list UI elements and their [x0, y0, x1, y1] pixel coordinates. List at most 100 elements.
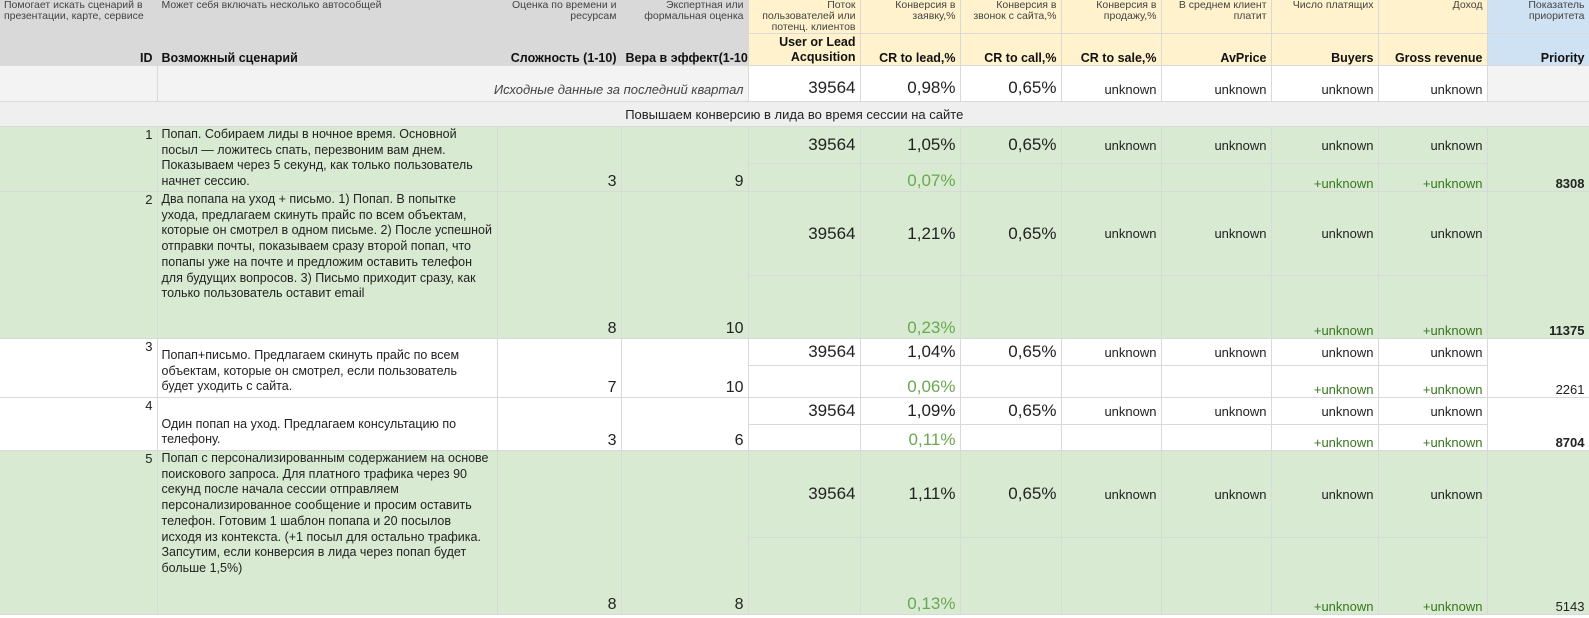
- scenario-cr-call-delta[interactable]: [960, 424, 1062, 451]
- scenario-avprice-delta[interactable]: [1161, 424, 1272, 451]
- scenario-complexity[interactable]: 3: [497, 126, 622, 192]
- scenario-cr-call-delta[interactable]: [960, 275, 1062, 339]
- scenario-users[interactable]: 39564: [748, 191, 861, 276]
- header-desc-avprice[interactable]: В среднем клиент платит: [1161, 0, 1272, 34]
- baseline-cell-id[interactable]: [0, 65, 158, 102]
- header-desc-cr-lead[interactable]: Конверсия в заявку,%: [860, 0, 961, 34]
- scenario-buyers-delta[interactable]: +unknown: [1271, 424, 1379, 451]
- scenario-cr-call[interactable]: 0,65%: [960, 338, 1062, 366]
- header-cr-lead[interactable]: CR to lead,%: [860, 33, 961, 66]
- scenario-belief[interactable]: 9: [621, 126, 749, 192]
- scenario-avprice-delta[interactable]: [1161, 163, 1272, 192]
- scenario-cr-lead-delta[interactable]: 0,13%: [860, 537, 961, 615]
- scenario-users-delta[interactable]: [748, 365, 861, 398]
- scenario-belief[interactable]: 6: [621, 397, 749, 451]
- scenario-priority[interactable]: 2261: [1487, 338, 1589, 398]
- scenario-cr-sale[interactable]: unknown: [1061, 126, 1162, 164]
- scenario-id[interactable]: 4: [0, 397, 158, 451]
- scenario-gross[interactable]: unknown: [1378, 397, 1488, 425]
- scenario-priority[interactable]: 11375: [1487, 191, 1589, 339]
- scenario-complexity[interactable]: 8: [497, 191, 622, 339]
- scenario-gross[interactable]: unknown: [1378, 191, 1488, 276]
- scenario-cr-sale-delta[interactable]: [1061, 424, 1162, 451]
- scenario-cr-call[interactable]: 0,65%: [960, 126, 1062, 164]
- scenario-buyers-delta[interactable]: +unknown: [1271, 275, 1379, 339]
- baseline-priority[interactable]: [1487, 65, 1589, 102]
- scenario-avprice[interactable]: unknown: [1161, 450, 1272, 538]
- scenario-id[interactable]: 3: [0, 338, 158, 398]
- scenario-gross-delta[interactable]: +unknown: [1378, 275, 1488, 339]
- scenario-id[interactable]: 5: [0, 450, 158, 615]
- scenario-users-delta[interactable]: [748, 424, 861, 451]
- scenario-buyers[interactable]: unknown: [1271, 450, 1379, 538]
- scenario-cr-lead-delta[interactable]: 0,11%: [860, 424, 961, 451]
- header-desc-users[interactable]: Поток пользователей или потенц. клиентов: [748, 0, 861, 34]
- baseline-cr-lead[interactable]: 0,98%: [860, 65, 961, 102]
- header-belief[interactable]: Вера в эффект(1-10): [621, 33, 749, 66]
- scenario-cr-sale[interactable]: unknown: [1061, 397, 1162, 425]
- header-desc-gross[interactable]: Доход: [1378, 0, 1488, 34]
- scenario-buyers[interactable]: unknown: [1271, 126, 1379, 164]
- scenario-users[interactable]: 39564: [748, 126, 861, 164]
- scenario-avprice[interactable]: unknown: [1161, 338, 1272, 366]
- header-desc-cr-call[interactable]: Конверсия в звонок с сайта,%: [960, 0, 1062, 34]
- scenario-users[interactable]: 39564: [748, 450, 861, 538]
- scenario-cr-lead[interactable]: 1,21%: [860, 191, 961, 276]
- scenario-users-delta[interactable]: [748, 163, 861, 192]
- scenario-cr-lead[interactable]: 1,09%: [860, 397, 961, 425]
- scenario-text[interactable]: Попап. Собираем лиды в ночное время. Осн…: [157, 126, 498, 192]
- scenario-cr-call-delta[interactable]: [960, 163, 1062, 192]
- scenario-cr-lead-delta[interactable]: 0,06%: [860, 365, 961, 398]
- header-cr-sale[interactable]: CR to sale,%: [1061, 33, 1162, 66]
- header-desc-scenario[interactable]: Может себя включать несколько автособщей: [157, 0, 498, 34]
- baseline-avprice[interactable]: unknown: [1161, 65, 1272, 102]
- baseline-users[interactable]: 39564: [748, 65, 861, 102]
- scenario-complexity[interactable]: 8: [497, 450, 622, 615]
- scenario-users-delta[interactable]: [748, 275, 861, 339]
- header-desc-id[interactable]: Помогает искать сценарий в презентации, …: [0, 0, 158, 34]
- scenario-buyers-delta[interactable]: +unknown: [1271, 163, 1379, 192]
- baseline-gross[interactable]: unknown: [1378, 65, 1488, 102]
- header-scenario[interactable]: Возможный сценарий: [157, 33, 498, 66]
- scenario-complexity[interactable]: 7: [497, 338, 622, 398]
- scenario-avprice[interactable]: unknown: [1161, 397, 1272, 425]
- scenario-buyers[interactable]: unknown: [1271, 397, 1379, 425]
- scenario-cr-sale-delta[interactable]: [1061, 275, 1162, 339]
- baseline-cr-call[interactable]: 0,65%: [960, 65, 1062, 102]
- scenario-avprice-delta[interactable]: [1161, 365, 1272, 398]
- header-users[interactable]: User or Lead Acqusition: [748, 33, 861, 66]
- header-avprice[interactable]: AvPrice: [1161, 33, 1272, 66]
- scenario-text[interactable]: Попап с персонализированным содержанием …: [157, 450, 498, 615]
- scenario-cr-sale-delta[interactable]: [1061, 365, 1162, 398]
- scenario-cr-call[interactable]: 0,65%: [960, 450, 1062, 538]
- scenario-avprice[interactable]: unknown: [1161, 126, 1272, 164]
- header-desc-priority[interactable]: Показатель приоритета: [1487, 0, 1589, 34]
- scenario-text[interactable]: Один попап на уход. Предлагаем консульта…: [157, 397, 498, 451]
- scenario-cr-lead[interactable]: 1,05%: [860, 126, 961, 164]
- scenario-avprice-delta[interactable]: [1161, 275, 1272, 339]
- scenario-cr-lead[interactable]: 1,04%: [860, 338, 961, 366]
- header-desc-cr-sale[interactable]: Конверсия в продажу,%: [1061, 0, 1162, 34]
- scenario-gross-delta[interactable]: +unknown: [1378, 424, 1488, 451]
- scenario-cr-call-delta[interactable]: [960, 365, 1062, 398]
- header-desc-complexity[interactable]: Оценка по времени и ресурсам: [497, 0, 622, 34]
- scenario-cr-lead-delta[interactable]: 0,07%: [860, 163, 961, 192]
- scenario-cr-call[interactable]: 0,65%: [960, 397, 1062, 425]
- scenario-avprice-delta[interactable]: [1161, 537, 1272, 615]
- baseline-note[interactable]: Исходные данные за последний квартал: [157, 65, 749, 102]
- scenario-users[interactable]: 39564: [748, 338, 861, 366]
- header-cr-call[interactable]: CR to call,%: [960, 33, 1062, 66]
- scenario-priority[interactable]: 5143: [1487, 450, 1589, 615]
- scenario-users[interactable]: 39564: [748, 397, 861, 425]
- scenario-cr-sale[interactable]: unknown: [1061, 191, 1162, 276]
- scenario-cr-sale-delta[interactable]: [1061, 163, 1162, 192]
- header-buyers[interactable]: Buyers: [1271, 33, 1379, 66]
- scenario-gross[interactable]: unknown: [1378, 126, 1488, 164]
- header-desc-belief[interactable]: Экспертная или формальная оценка: [621, 0, 749, 34]
- scenario-buyers[interactable]: unknown: [1271, 191, 1379, 276]
- scenario-id[interactable]: 2: [0, 191, 158, 339]
- scenario-belief[interactable]: 10: [621, 191, 749, 339]
- scenario-gross-delta[interactable]: +unknown: [1378, 537, 1488, 615]
- scenario-gross-delta[interactable]: +unknown: [1378, 163, 1488, 192]
- scenario-gross[interactable]: unknown: [1378, 338, 1488, 366]
